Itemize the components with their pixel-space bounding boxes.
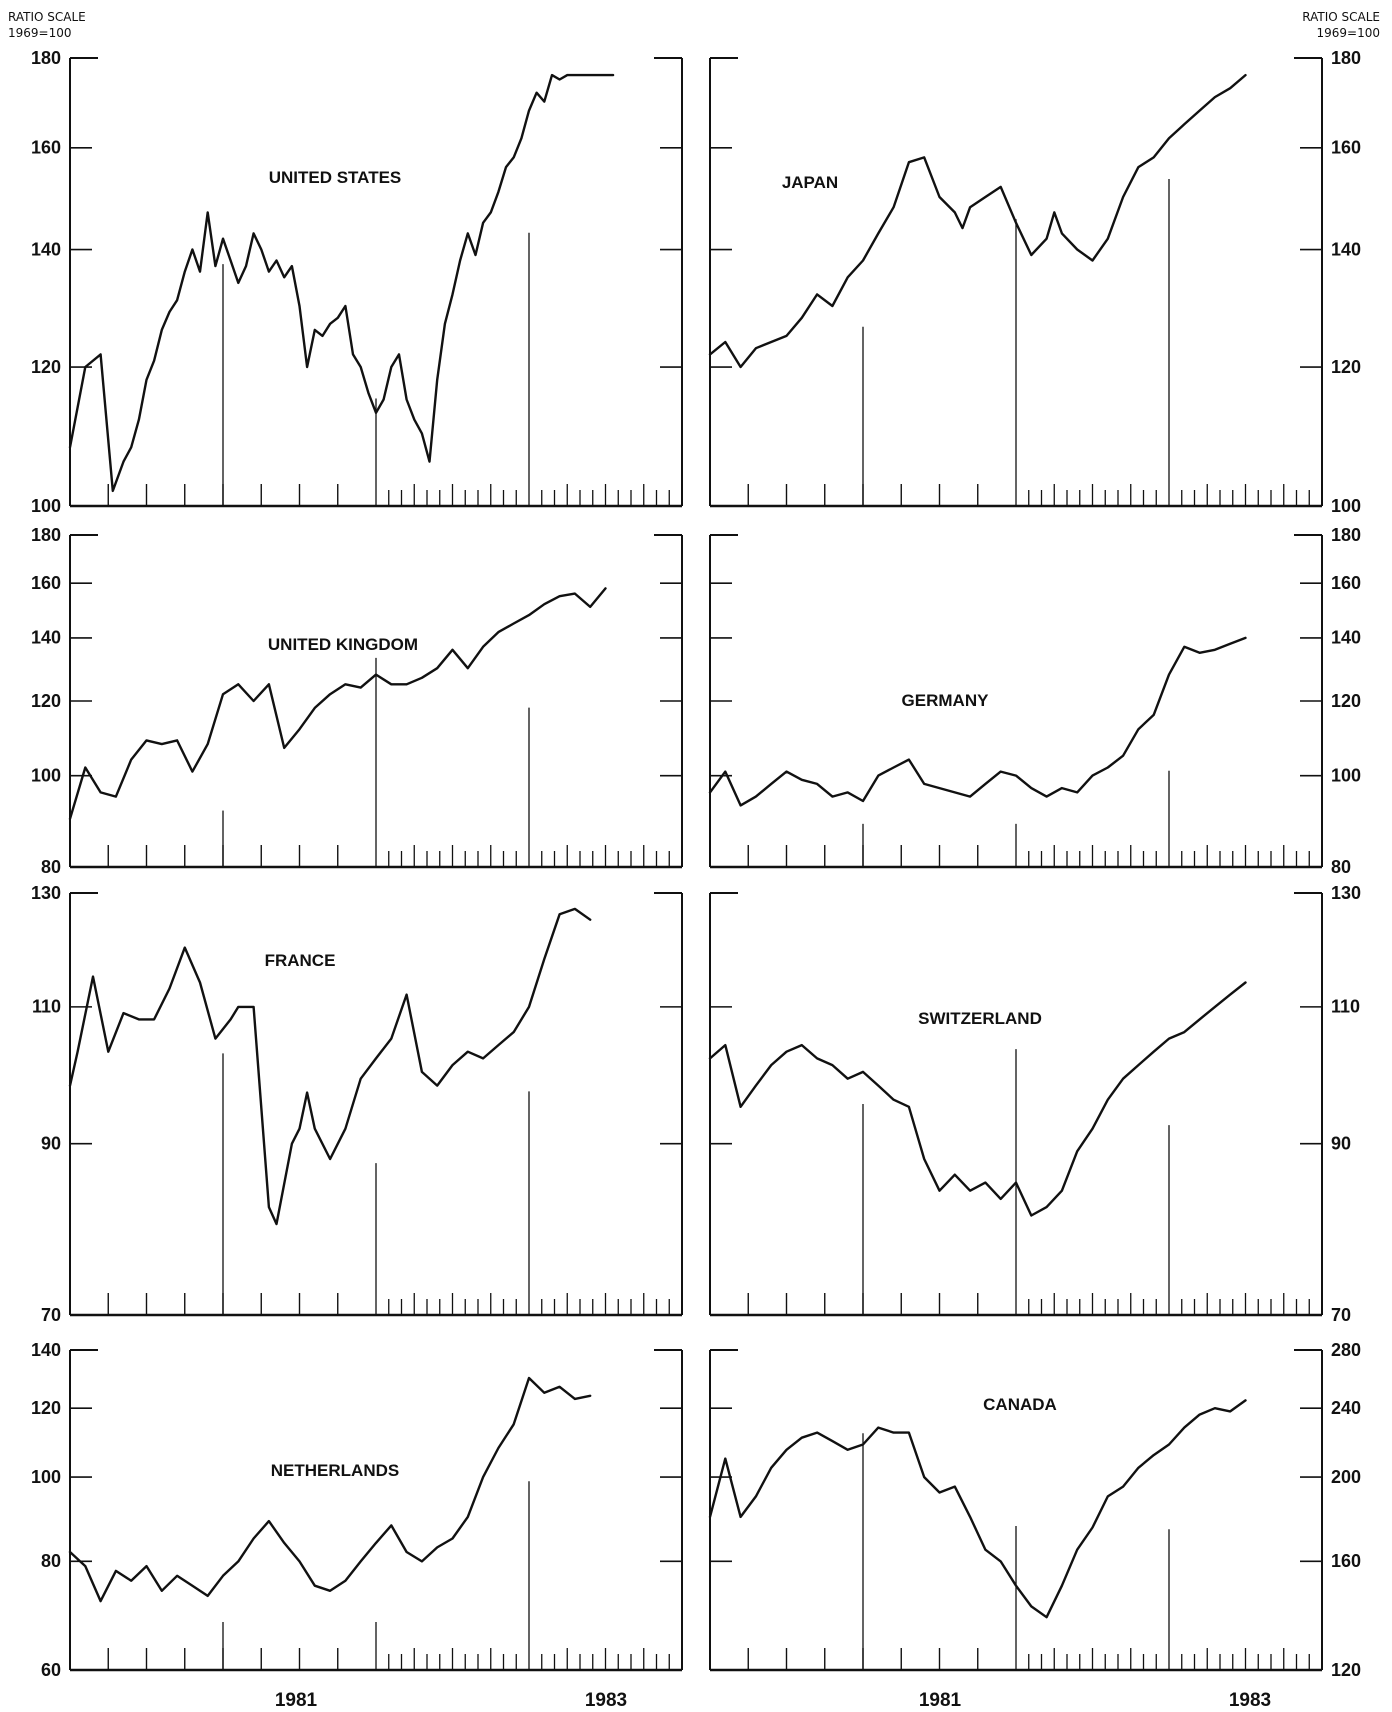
y-tick-label: 100 xyxy=(31,765,61,785)
series-line xyxy=(68,1376,592,1603)
chart-title: GERMANY xyxy=(902,691,990,710)
series-line xyxy=(708,1399,1247,1619)
chart-panel: 60 80 100 120 140 NETHERLANDS xyxy=(31,1340,683,1680)
y-tick-label: 70 xyxy=(41,1305,61,1325)
y-tick-label: 130 xyxy=(1331,883,1361,903)
y-tick-label: 120 xyxy=(1331,691,1361,711)
y-tick-label: 100 xyxy=(31,496,61,516)
chart-title: JAPAN xyxy=(782,173,838,192)
y-tick-label: 80 xyxy=(41,857,61,877)
y-tick-label: 90 xyxy=(41,1133,61,1153)
y-tick-label: 100 xyxy=(1331,765,1361,785)
chart-panel: 80 100 120 140 160 180 UNITED KINGDOM xyxy=(31,525,683,877)
y-tick-label: 140 xyxy=(31,239,61,259)
series-line xyxy=(68,587,607,820)
y-tick-label: 160 xyxy=(1331,573,1361,593)
y-tick-label: 80 xyxy=(41,1551,61,1571)
y-tick-label: 100 xyxy=(1331,496,1361,516)
chart-title: NETHERLANDS xyxy=(271,1461,399,1480)
chart-title: SWITZERLAND xyxy=(918,1009,1042,1028)
y-tick-label: 140 xyxy=(1331,239,1361,259)
y-tick-label: 130 xyxy=(31,883,61,903)
y-tick-label: 110 xyxy=(32,997,61,1017)
x-label-1983-right: 1983 xyxy=(1229,1690,1271,1711)
chart-panels: 100 120 140 160 180 UNITED STATES 100 120 140 160… xyxy=(31,48,1361,1680)
chart-panel: 70 90 110 130 SWITZERLAND xyxy=(708,883,1361,1325)
y-tick-label: 80 xyxy=(1331,857,1351,877)
y-tick-label: 120 xyxy=(31,357,61,377)
y-tick-label: 160 xyxy=(31,138,61,158)
y-tick-label: 160 xyxy=(31,573,61,593)
y-tick-label: 60 xyxy=(41,1660,61,1680)
y-tick-label: 120 xyxy=(31,1398,61,1418)
y-tick-label: 160 xyxy=(1331,1551,1361,1571)
series-line xyxy=(68,907,592,1226)
y-tick-label: 180 xyxy=(31,48,61,68)
chart-panel: 100 120 140 160 180 UNITED STATES xyxy=(31,48,683,516)
series-line xyxy=(708,73,1247,369)
chart-title: FRANCE xyxy=(265,951,336,970)
x-label-1981: 1981 xyxy=(275,1690,318,1711)
y-tick-label: 90 xyxy=(1331,1133,1351,1153)
series-line xyxy=(708,981,1247,1217)
y-tick-label: 140 xyxy=(31,628,61,648)
y-tick-label: 70 xyxy=(1331,1305,1351,1325)
y-tick-label: 180 xyxy=(1331,48,1361,68)
y-tick-label: 280 xyxy=(1331,1340,1361,1360)
chart-title: UNITED KINGDOM xyxy=(268,635,418,654)
x-label-1981-right: 1981 xyxy=(919,1690,962,1711)
chart-panel: 70 90 110 130 FRANCE xyxy=(31,883,683,1325)
base-label-right: 1969=100 xyxy=(1317,26,1381,40)
y-tick-label: 140 xyxy=(31,1340,61,1360)
chart-title: UNITED STATES xyxy=(269,168,402,187)
scale-label-right: RATIO SCALE xyxy=(1302,10,1380,24)
series-line xyxy=(68,73,615,493)
y-tick-label: 140 xyxy=(1331,628,1361,648)
series-line xyxy=(708,636,1247,807)
y-tick-label: 240 xyxy=(1331,1398,1361,1418)
chart-panel: 80 100 120 140 160 180 GERMANY xyxy=(708,525,1361,877)
y-tick-label: 120 xyxy=(1331,357,1361,377)
y-tick-label: 100 xyxy=(31,1467,61,1487)
base-label-left: 1969=100 xyxy=(8,26,72,40)
scale-label-left: RATIO SCALE xyxy=(8,10,86,24)
x-label-1983: 1983 xyxy=(585,1690,627,1711)
y-tick-label: 110 xyxy=(1331,997,1360,1017)
y-tick-label: 180 xyxy=(31,525,61,545)
y-tick-label: 200 xyxy=(1331,1467,1361,1487)
chart-title: CANADA xyxy=(983,1395,1057,1414)
y-tick-label: 160 xyxy=(1331,138,1361,158)
chart-panel: 100 120 140 160 180 JAPAN xyxy=(708,48,1361,516)
y-tick-label: 120 xyxy=(31,691,61,711)
chart-panel: 120 160 200 240 280 CANADA xyxy=(708,1340,1361,1680)
y-tick-label: 180 xyxy=(1331,525,1361,545)
y-tick-label: 120 xyxy=(1331,1660,1361,1680)
